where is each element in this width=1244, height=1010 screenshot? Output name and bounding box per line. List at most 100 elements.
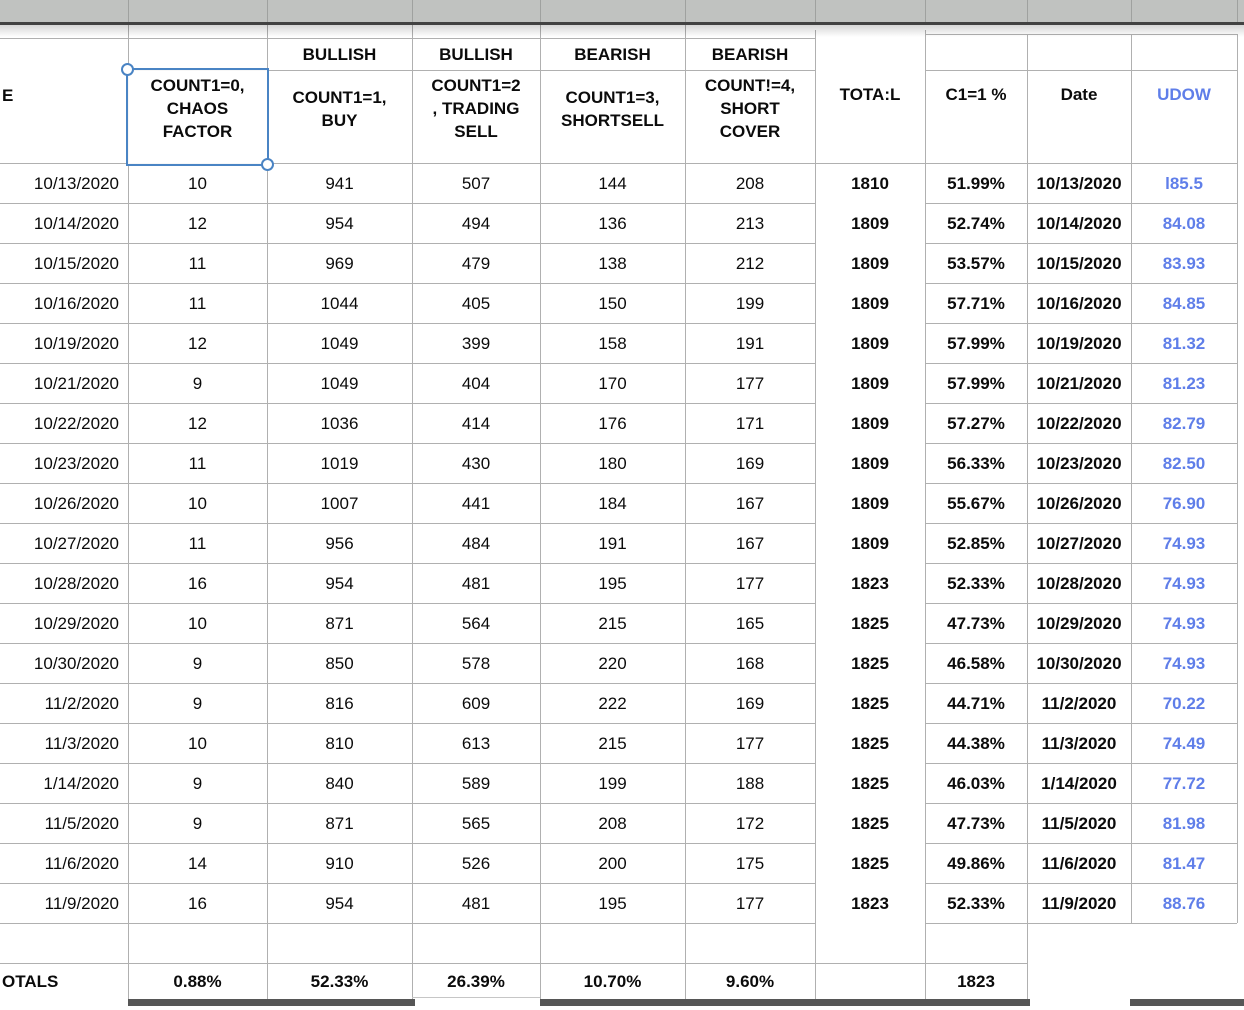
- data-cell[interactable]: 1809: [851, 253, 889, 273]
- data-cell[interactable]: 57.99%: [947, 333, 1005, 353]
- data-cell[interactable]: 222: [598, 693, 627, 713]
- data-cell[interactable]: 11: [188, 453, 207, 473]
- group-header-bullish[interactable]: BULLISH: [439, 44, 513, 64]
- data-cell[interactable]: 1044: [320, 293, 359, 313]
- date-cell[interactable]: 10/23/2020: [33, 453, 119, 473]
- data-cell[interactable]: 1810: [851, 173, 889, 193]
- data-cell[interactable]: 10: [188, 493, 207, 513]
- data-cell[interactable]: 484: [461, 533, 491, 553]
- data-cell[interactable]: 200: [598, 853, 627, 873]
- date-cell[interactable]: 11/5/2020: [44, 813, 119, 833]
- data-cell[interactable]: 213: [735, 213, 765, 233]
- data-cell[interactable]: 1809: [851, 333, 889, 353]
- data-cell[interactable]: 1049: [320, 333, 359, 353]
- data-cell[interactable]: 53.57%: [947, 253, 1005, 273]
- data-cell[interactable]: 12: [188, 333, 207, 353]
- data-cell[interactable]: 11/5/2020: [1041, 813, 1117, 833]
- data-cell[interactable]: 180: [598, 453, 627, 473]
- data-cell[interactable]: 12: [188, 413, 207, 433]
- data-cell[interactable]: 1825: [851, 613, 889, 633]
- data-cell[interactable]: 910: [325, 853, 354, 873]
- data-cell[interactable]: 10/27/2020: [1036, 533, 1122, 553]
- data-cell[interactable]: 1/14/2020: [1041, 773, 1117, 793]
- date-cell[interactable]: 11/3/2020: [44, 733, 119, 753]
- data-cell[interactable]: 1809: [851, 413, 889, 433]
- data-cell[interactable]: 816: [325, 693, 354, 713]
- data-cell[interactable]: 12: [188, 213, 207, 233]
- column-header-4[interactable]: COUNT1=3, SHORTSELL: [561, 87, 664, 130]
- data-cell[interactable]: 82.79: [1162, 413, 1206, 433]
- data-cell[interactable]: 70.22: [1162, 693, 1206, 713]
- data-cell[interactable]: 52.33%: [947, 893, 1005, 913]
- data-cell[interactable]: 404: [461, 373, 491, 393]
- data-cell[interactable]: 1049: [320, 373, 359, 393]
- data-cell[interactable]: 10/13/2020: [1036, 173, 1122, 193]
- data-cell[interactable]: 481: [461, 573, 491, 593]
- data-cell[interactable]: 88.76: [1162, 893, 1206, 913]
- data-cell[interactable]: 11: [188, 533, 207, 553]
- data-cell[interactable]: 1036: [320, 413, 359, 433]
- data-cell[interactable]: 81.32: [1162, 333, 1206, 353]
- data-cell[interactable]: 52.33%: [947, 573, 1005, 593]
- data-cell[interactable]: 167: [735, 493, 765, 513]
- data-cell[interactable]: 494: [461, 213, 491, 233]
- date-cell[interactable]: 1/14/2020: [43, 773, 119, 793]
- data-cell[interactable]: 76.90: [1162, 493, 1206, 513]
- group-header-bearish[interactable]: BEARISH: [711, 44, 789, 64]
- data-cell[interactable]: 51.99%: [947, 173, 1005, 193]
- date-cell[interactable]: 10/13/2020: [33, 173, 119, 193]
- data-cell[interactable]: 507: [461, 173, 491, 193]
- data-cell[interactable]: 9: [192, 813, 203, 833]
- data-cell[interactable]: 44.71%: [947, 693, 1005, 713]
- data-cell[interactable]: 871: [325, 813, 354, 833]
- data-cell[interactable]: 941: [325, 173, 354, 193]
- data-cell[interactable]: 481: [461, 893, 491, 913]
- totals-cell[interactable]: 1823: [957, 971, 995, 991]
- data-cell[interactable]: 74.49: [1162, 733, 1206, 753]
- data-cell[interactable]: 609: [461, 693, 491, 713]
- data-cell[interactable]: 954: [325, 573, 354, 593]
- data-cell[interactable]: 52.85%: [947, 533, 1005, 553]
- data-cell[interactable]: 14: [188, 853, 207, 873]
- data-cell[interactable]: 57.71%: [947, 293, 1005, 313]
- data-cell[interactable]: 414: [461, 413, 491, 433]
- data-cell[interactable]: 10/22/2020: [1036, 413, 1122, 433]
- data-cell[interactable]: 11/3/2020: [1041, 733, 1117, 753]
- data-cell[interactable]: 11/9/2020: [1041, 893, 1117, 913]
- column-header-2[interactable]: COUNT1=1, BUY: [292, 87, 387, 130]
- data-cell[interactable]: 1825: [851, 693, 889, 713]
- data-cell[interactable]: 1825: [851, 653, 889, 673]
- data-cell[interactable]: 1823: [851, 893, 889, 913]
- data-cell[interactable]: 170: [598, 373, 627, 393]
- data-cell[interactable]: 9: [192, 373, 203, 393]
- column-header-date2[interactable]: Date: [1060, 85, 1098, 104]
- data-cell[interactable]: 177: [735, 733, 765, 753]
- data-cell[interactable]: 74.93: [1162, 533, 1206, 553]
- data-cell[interactable]: 840: [325, 773, 354, 793]
- date-cell[interactable]: 10/14/2020: [33, 213, 119, 233]
- data-cell[interactable]: 168: [735, 653, 765, 673]
- date-cell[interactable]: 11/6/2020: [44, 853, 119, 873]
- data-cell[interactable]: 9: [192, 773, 203, 793]
- data-cell[interactable]: 479: [461, 253, 491, 273]
- data-cell[interactable]: 526: [461, 853, 491, 873]
- data-cell[interactable]: 44.38%: [947, 733, 1005, 753]
- data-cell[interactable]: 1809: [851, 373, 889, 393]
- data-cell[interactable]: 441: [461, 493, 491, 513]
- data-cell[interactable]: 10/21/2020: [1036, 373, 1122, 393]
- column-header-1[interactable]: COUNT1=0, CHAOS FACTOR: [150, 76, 245, 141]
- data-cell[interactable]: 144: [598, 173, 627, 193]
- data-cell[interactable]: 138: [598, 253, 627, 273]
- data-cell[interactable]: 199: [735, 293, 765, 313]
- data-cell[interactable]: 405: [461, 293, 491, 313]
- data-cell[interactable]: 969: [325, 253, 354, 273]
- data-cell[interactable]: 11/6/2020: [1041, 853, 1117, 873]
- data-cell[interactable]: 850: [325, 653, 354, 673]
- date-cell[interactable]: 10/15/2020: [33, 253, 119, 273]
- data-cell[interactable]: 167: [735, 533, 765, 553]
- data-cell[interactable]: 10/19/2020: [1036, 333, 1122, 353]
- data-cell[interactable]: 191: [735, 333, 765, 353]
- data-cell[interactable]: 565: [461, 813, 491, 833]
- data-cell[interactable]: 171: [735, 413, 765, 433]
- data-cell[interactable]: 10/26/2020: [1036, 493, 1122, 513]
